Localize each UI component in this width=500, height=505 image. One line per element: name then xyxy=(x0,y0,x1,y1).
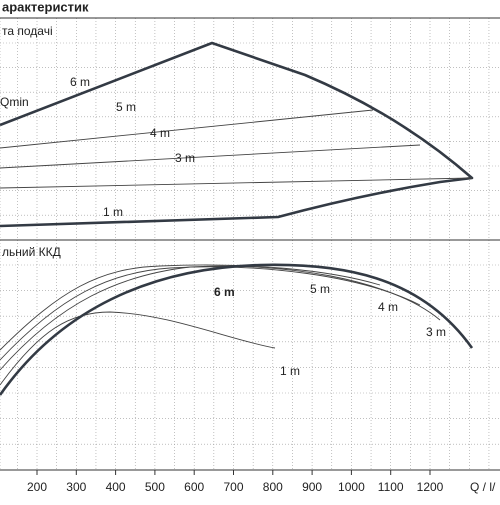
curve-5m xyxy=(0,264,381,351)
grid xyxy=(0,18,500,471)
x-tick-label: 1100 xyxy=(378,480,404,494)
curve-3m xyxy=(0,265,441,371)
curve-label: 4 m xyxy=(150,126,170,140)
curve-label: 3 m xyxy=(175,151,195,165)
x-tick-label: 1000 xyxy=(338,480,365,494)
curve-label: 1 m xyxy=(103,205,123,219)
panel-title: льний ККД xyxy=(2,245,61,259)
curve-label: 5 m xyxy=(310,282,330,296)
efficiency-6m xyxy=(0,263,474,396)
qmin-label: Qmin xyxy=(0,95,29,109)
x-tick-label: 300 xyxy=(66,480,86,494)
x-tick-label: 700 xyxy=(223,480,243,494)
x-tick-label: 200 xyxy=(27,480,47,494)
x-tick-label: 500 xyxy=(145,480,165,494)
panel-title: та подачі xyxy=(2,24,53,38)
curve-5m xyxy=(0,109,374,149)
x-tick-label: 1200 xyxy=(417,480,444,494)
curve-4m xyxy=(0,144,421,169)
x-tick-label: 900 xyxy=(302,480,322,494)
curve-label: 6 m xyxy=(70,75,90,89)
curve-label: 6 m xyxy=(214,285,235,299)
x-tick-label: 600 xyxy=(184,480,204,494)
chart-title: арактеристик xyxy=(2,0,89,14)
curve-1m xyxy=(0,311,276,386)
envelope xyxy=(0,41,474,228)
curve-3m xyxy=(0,177,473,189)
x-tick-label: 400 xyxy=(106,480,126,494)
curve-label: 4 m xyxy=(378,300,398,314)
curve-label: 5 m xyxy=(116,100,136,114)
curve-label: 3 m xyxy=(426,325,446,339)
curve-4m xyxy=(0,266,421,361)
x-axis-label: Q / l/ xyxy=(470,480,496,494)
curve-label: 1 m xyxy=(280,364,300,378)
x-tick-label: 800 xyxy=(263,480,283,494)
